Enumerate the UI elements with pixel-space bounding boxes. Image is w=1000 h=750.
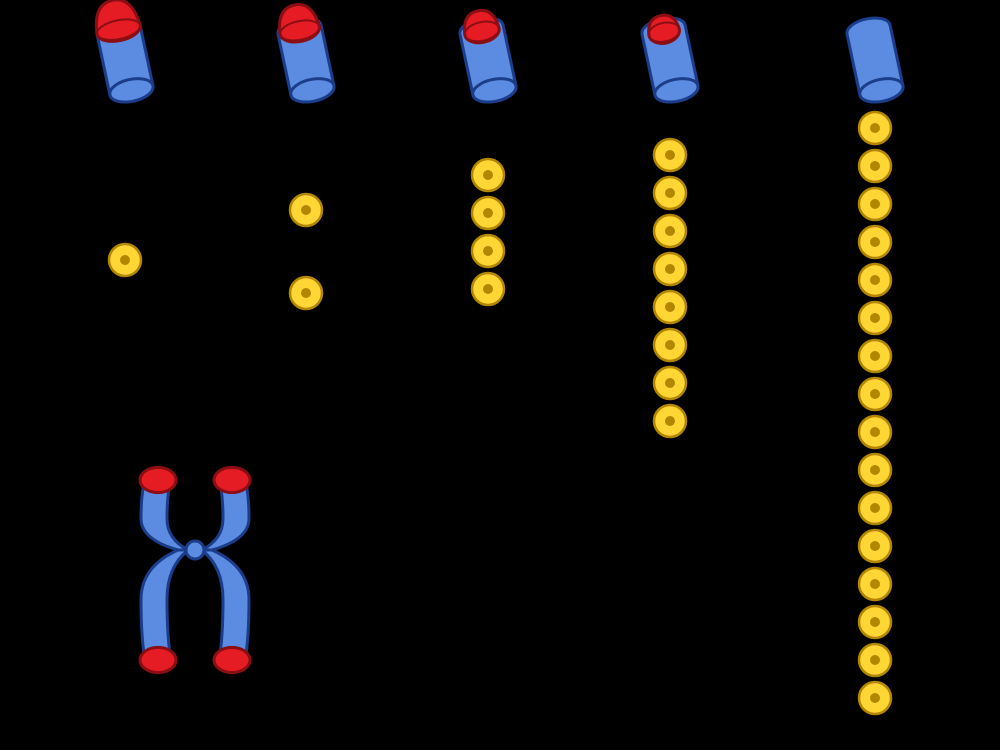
bead-inner xyxy=(870,693,880,703)
bead xyxy=(654,405,686,437)
bead-inner xyxy=(870,503,880,513)
bead-inner xyxy=(870,427,880,437)
bead-inner xyxy=(483,170,493,180)
bead xyxy=(654,329,686,361)
bead xyxy=(859,112,891,144)
bead-inner xyxy=(483,246,493,256)
bead xyxy=(859,530,891,562)
chromosome-arm xyxy=(141,550,188,663)
bead xyxy=(109,244,141,276)
bead xyxy=(859,378,891,410)
bead-inner xyxy=(665,188,675,198)
bead xyxy=(472,159,504,191)
chromosome-tip xyxy=(845,14,906,105)
bead-inner xyxy=(870,161,880,171)
bead-inner xyxy=(870,313,880,323)
chromosome xyxy=(140,467,250,672)
bead xyxy=(859,188,891,220)
bead xyxy=(859,644,891,676)
bead xyxy=(859,682,891,714)
bead-inner xyxy=(870,123,880,133)
bead-inner xyxy=(665,340,675,350)
bead xyxy=(290,277,322,309)
bead-inner xyxy=(870,465,880,475)
bead-inner xyxy=(120,255,130,265)
bead xyxy=(654,291,686,323)
bead xyxy=(859,264,891,296)
chromosome-arm xyxy=(202,550,249,663)
bead xyxy=(859,492,891,524)
bead xyxy=(859,302,891,334)
bead xyxy=(654,367,686,399)
chromosome-tip xyxy=(273,0,336,105)
bead xyxy=(472,273,504,305)
chromosome-telomere xyxy=(214,467,250,492)
bead-inner xyxy=(301,288,311,298)
bead xyxy=(472,235,504,267)
bead-inner xyxy=(483,284,493,294)
chromosome-telomere xyxy=(140,467,176,492)
bead-inner xyxy=(870,389,880,399)
chromosome-telomere xyxy=(214,647,250,672)
bead-inner xyxy=(665,150,675,160)
bead-inner xyxy=(665,302,675,312)
bead xyxy=(859,454,891,486)
centromere xyxy=(186,541,204,559)
bead-inner xyxy=(483,208,493,218)
bead-inner xyxy=(665,378,675,388)
bead xyxy=(654,253,686,285)
bead-inner xyxy=(870,655,880,665)
bead xyxy=(654,177,686,209)
bead xyxy=(859,340,891,372)
chromosome-telomere xyxy=(140,647,176,672)
bead xyxy=(859,226,891,258)
bead-inner xyxy=(665,226,675,236)
bead-inner xyxy=(870,541,880,551)
bead xyxy=(859,416,891,448)
bead xyxy=(859,150,891,182)
chromosome-tip xyxy=(91,0,155,106)
bead-inner xyxy=(870,199,880,209)
bead-inner xyxy=(870,617,880,627)
bead-inner xyxy=(870,579,880,589)
bead xyxy=(290,194,322,226)
bead-inner xyxy=(870,275,880,285)
bead-inner xyxy=(870,351,880,361)
chromosome-tip xyxy=(456,6,518,105)
bead xyxy=(472,197,504,229)
bead xyxy=(654,139,686,171)
chromosome-tip xyxy=(639,11,700,106)
bead-inner xyxy=(870,237,880,247)
bead-inner xyxy=(301,205,311,215)
bead-inner xyxy=(665,264,675,274)
bead xyxy=(859,568,891,600)
bead xyxy=(654,215,686,247)
bead xyxy=(859,606,891,638)
bead-inner xyxy=(665,416,675,426)
